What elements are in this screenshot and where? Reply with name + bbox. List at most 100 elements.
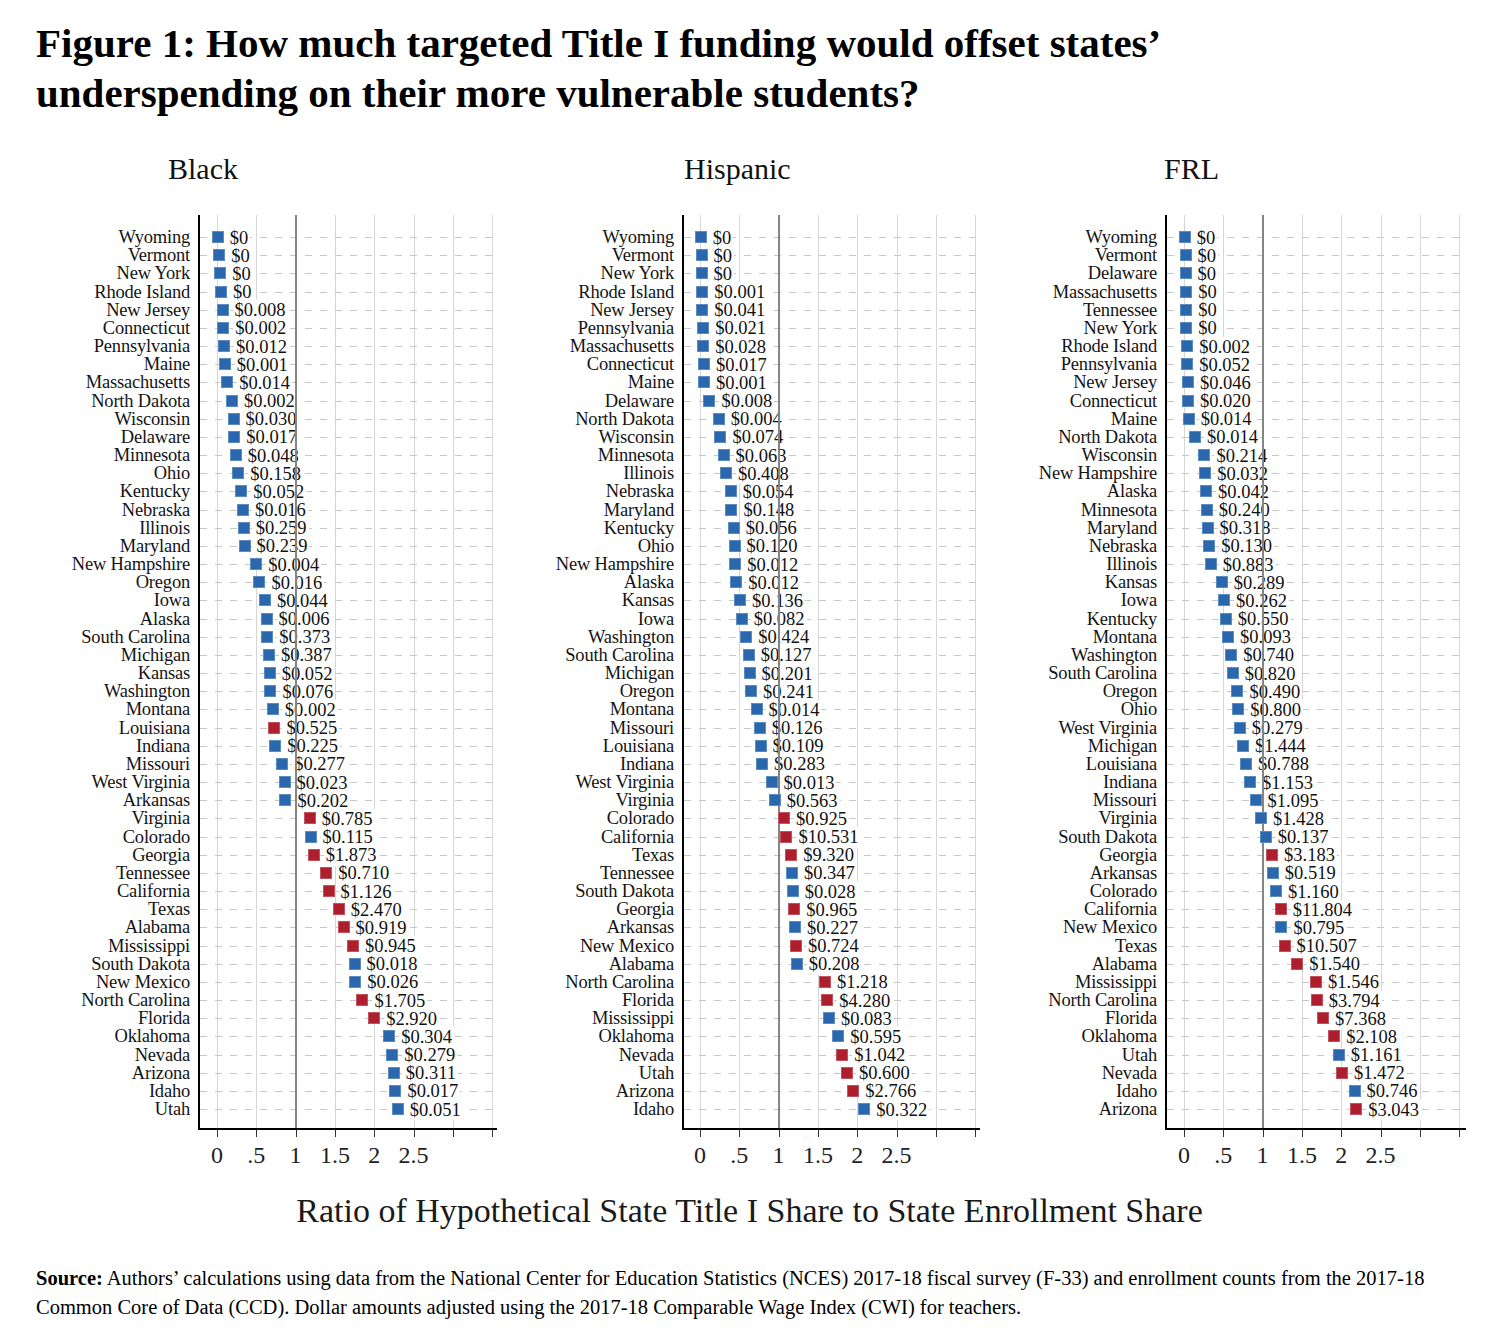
blue-square-marker <box>1255 812 1267 824</box>
blue-square-marker <box>238 522 250 534</box>
x-axis-tick <box>975 1130 976 1137</box>
blue-square-marker <box>1240 758 1252 770</box>
state-label: Georgia <box>0 845 190 864</box>
blue-square-marker <box>745 685 757 697</box>
x-axis-tick-label: 0 <box>694 1142 706 1169</box>
red-square-marker <box>821 994 833 1006</box>
state-label: West Virginia <box>0 773 190 792</box>
blue-square-marker <box>228 431 240 443</box>
blue-square-marker <box>237 504 249 516</box>
blue-square-marker <box>1203 540 1215 552</box>
state-label: Connecticut <box>484 355 674 374</box>
x-axis-tick-label: 2.5 <box>882 1142 912 1169</box>
state-label: West Virginia <box>967 718 1157 737</box>
state-label: Tennessee <box>967 300 1157 319</box>
state-label: Wyoming <box>967 228 1157 247</box>
x-axis-tick-label: 2.5 <box>1366 1142 1396 1169</box>
blue-square-marker <box>1202 522 1214 534</box>
red-square-marker <box>304 812 316 824</box>
blue-square-marker <box>1180 249 1192 261</box>
blue-square-marker <box>267 703 279 715</box>
x-axis-tick <box>857 1130 858 1137</box>
state-label: Vermont <box>484 246 674 265</box>
blue-square-marker <box>228 413 240 425</box>
state-label: Texas <box>484 845 674 864</box>
row-leader-line <box>684 1091 978 1092</box>
row-leader-line <box>1167 582 1464 583</box>
red-square-marker <box>347 940 359 952</box>
row-leader-line <box>684 564 978 565</box>
state-label: Massachusetts <box>0 373 190 392</box>
state-label: Nebraska <box>0 500 190 519</box>
blue-square-marker <box>1234 722 1246 734</box>
blue-square-marker <box>1189 431 1201 443</box>
x-axis-tick <box>217 1130 218 1137</box>
x-axis-tick <box>936 1130 937 1137</box>
y-axis-line <box>1165 215 1167 1128</box>
figure-1-title-i-chart: Figure 1: How much targeted Title I fund… <box>0 0 1499 1331</box>
blue-square-marker <box>1227 667 1239 679</box>
state-label: Texas <box>967 936 1157 955</box>
blue-square-marker <box>698 376 710 388</box>
state-label: Pennsylvania <box>967 355 1157 374</box>
row-leader-line <box>1167 655 1464 656</box>
row-leader-line <box>684 673 978 674</box>
state-label: Oregon <box>0 573 190 592</box>
red-square-marker <box>841 1067 853 1079</box>
row-leader-line <box>200 964 495 965</box>
blue-square-marker <box>756 758 768 770</box>
blue-square-marker <box>725 504 737 516</box>
row-leader-line <box>200 619 495 620</box>
state-label: Colorado <box>0 827 190 846</box>
state-label: New Mexico <box>484 936 674 955</box>
row-leader-line <box>200 746 495 747</box>
row-leader-line <box>1167 709 1464 710</box>
blue-square-marker <box>791 958 803 970</box>
row-leader-line <box>684 1055 978 1056</box>
row-leader-line <box>1167 600 1464 601</box>
red-square-marker <box>368 1012 380 1024</box>
state-label: North Dakota <box>967 428 1157 447</box>
row-leader-line <box>200 982 495 983</box>
blue-square-marker <box>713 413 725 425</box>
blue-square-marker <box>1220 613 1232 625</box>
blue-square-marker <box>1237 740 1249 752</box>
blue-square-marker <box>1275 921 1287 933</box>
state-label: Kansas <box>484 591 674 610</box>
state-label: Iowa <box>967 591 1157 610</box>
red-square-marker <box>356 994 368 1006</box>
blue-square-marker <box>696 249 708 261</box>
state-label: Maryland <box>0 537 190 556</box>
x-axis-tick-label: 1 <box>1257 1142 1269 1169</box>
x-axis-tick <box>296 1130 297 1137</box>
state-label: Wyoming <box>484 228 674 247</box>
x-axis-line <box>1165 1128 1466 1130</box>
blue-square-marker <box>697 340 709 352</box>
x-axis-tick-label: 1.5 <box>320 1142 350 1169</box>
state-label: North Carolina <box>0 991 190 1010</box>
row-leader-line <box>684 1036 978 1037</box>
blue-square-marker <box>786 867 798 879</box>
gridline <box>1420 215 1421 1128</box>
state-label: North Carolina <box>484 973 674 992</box>
gridline <box>453 215 454 1128</box>
x-axis-tick-label: 2.5 <box>399 1142 429 1169</box>
red-square-marker <box>1266 849 1278 861</box>
state-label: South Carolina <box>484 646 674 665</box>
gridline <box>818 215 819 1128</box>
blue-square-marker <box>1250 794 1262 806</box>
blue-square-marker <box>1270 885 1282 897</box>
x-axis-tick-label: .5 <box>247 1142 265 1169</box>
row-leader-line <box>200 455 495 456</box>
state-label: Arkansas <box>484 918 674 937</box>
state-label: New York <box>967 319 1157 338</box>
x-axis-tick <box>1263 1130 1264 1137</box>
red-square-marker <box>323 885 335 897</box>
row-leader-line <box>200 473 495 474</box>
blue-square-marker <box>1267 867 1279 879</box>
blue-square-marker <box>769 794 781 806</box>
red-square-marker <box>1317 1012 1329 1024</box>
blue-square-marker <box>1181 358 1193 370</box>
state-label: Alaska <box>0 609 190 628</box>
state-label: Ohio <box>967 700 1157 719</box>
